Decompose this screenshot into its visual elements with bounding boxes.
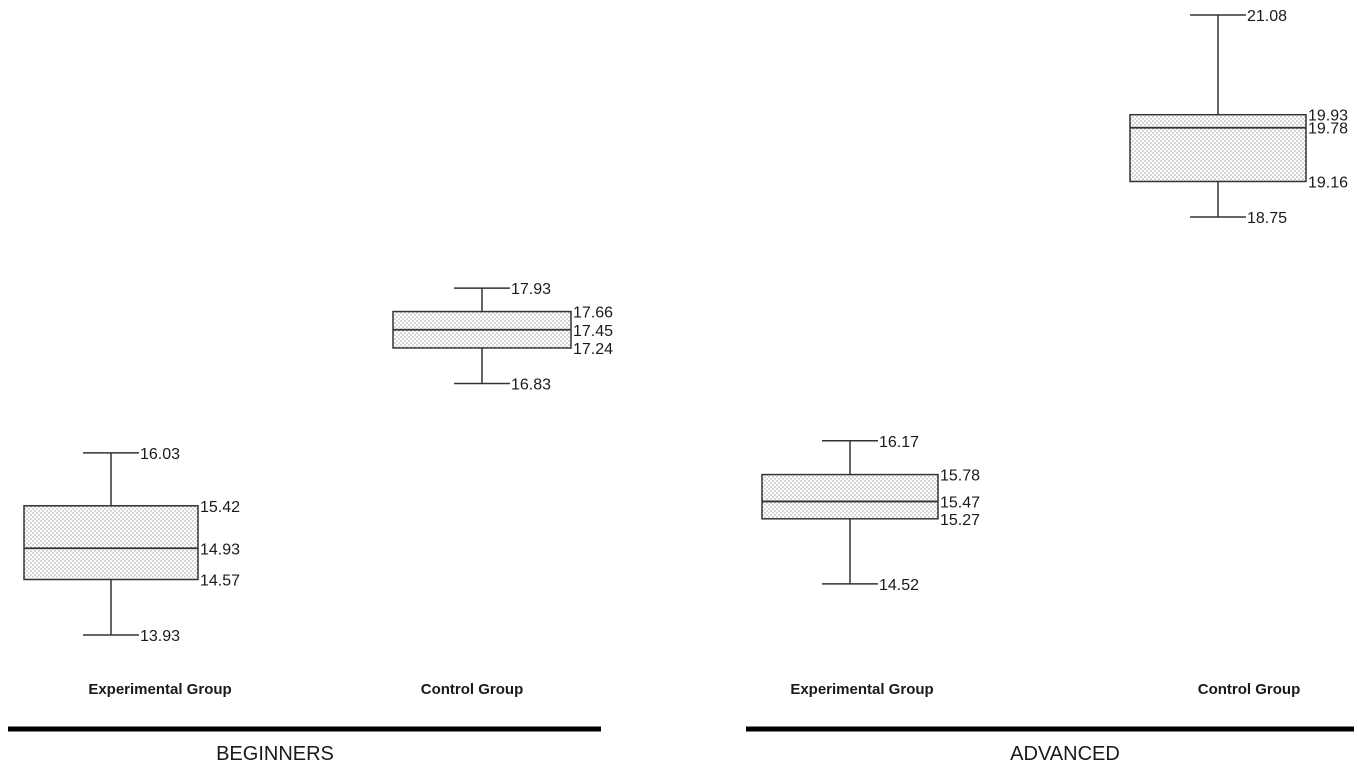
label-min: 13.93 bbox=[140, 628, 180, 645]
label-q1: 14.57 bbox=[200, 573, 240, 590]
label-min: 14.52 bbox=[879, 577, 919, 594]
label-max: 16.03 bbox=[140, 446, 180, 463]
group-label: Control Group bbox=[1198, 681, 1300, 698]
label-median: 17.45 bbox=[573, 323, 613, 340]
label-max: 16.17 bbox=[879, 434, 919, 451]
label-q3: 15.78 bbox=[940, 468, 980, 485]
box-iqr bbox=[761, 473, 939, 520]
group-label: Control Group bbox=[421, 681, 523, 698]
group-label: Experimental Group bbox=[790, 681, 933, 698]
box-iqr bbox=[23, 505, 199, 581]
label-max: 17.93 bbox=[511, 281, 551, 298]
label-q1: 17.24 bbox=[573, 341, 613, 358]
box-iqr bbox=[1129, 113, 1307, 183]
label-q3: 15.42 bbox=[200, 499, 240, 516]
section-label: ADVANCED bbox=[1010, 743, 1120, 765]
label-median: 19.78 bbox=[1308, 121, 1348, 138]
label-q3: 19.93 bbox=[1308, 108, 1348, 125]
label-max: 21.08 bbox=[1247, 8, 1287, 25]
label-min: 16.83 bbox=[511, 377, 551, 394]
label-median: 14.93 bbox=[200, 541, 240, 558]
label-median: 15.47 bbox=[940, 494, 980, 511]
label-q1: 19.16 bbox=[1308, 174, 1348, 191]
plot-area: BEGINNERS 16.03 13.93 15.42 14.93 14.57 Experi… bbox=[8, 8, 1354, 765]
label-q3: 17.66 bbox=[573, 305, 613, 322]
group-label: Experimental Group bbox=[88, 681, 231, 698]
section-label: BEGINNERS bbox=[216, 743, 334, 765]
label-min: 18.75 bbox=[1247, 210, 1287, 227]
label-q1: 15.27 bbox=[940, 512, 980, 529]
